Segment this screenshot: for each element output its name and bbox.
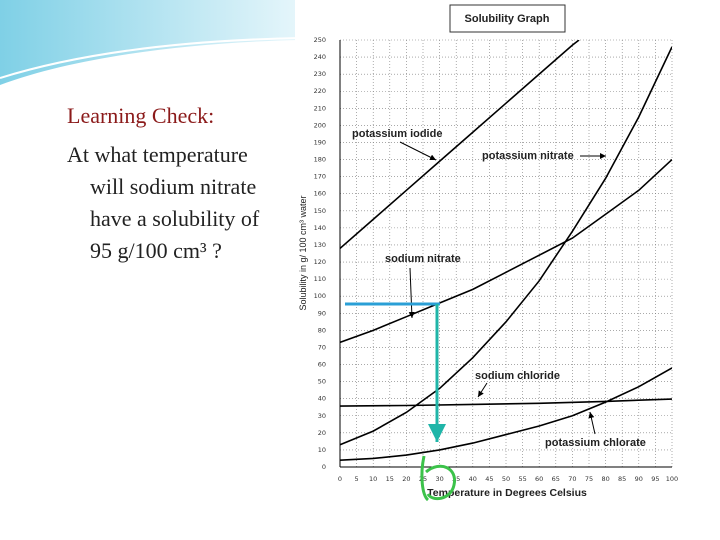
y-tick-label: 20 [318, 429, 326, 437]
curve-label: sodium nitrate [385, 253, 461, 265]
x-tick-label: 35 [452, 475, 460, 483]
x-tick-label: 60 [535, 475, 543, 483]
curve [340, 398, 672, 407]
question-line: 95 g/100 cm³ ? [90, 238, 222, 263]
curve-label: potassium iodide [352, 128, 442, 140]
question-line: will sodium nitrate [90, 174, 256, 199]
chart-title: Solubility Graph [465, 13, 550, 25]
y-tick-label: 200 [314, 121, 326, 129]
x-tick-label: 45 [485, 475, 493, 483]
x-tick-label: 95 [651, 475, 659, 483]
y-tick-label: 130 [314, 241, 326, 249]
curve [340, 367, 672, 461]
y-axis-label: Solubility in g/ 100 cm³ water [298, 195, 308, 310]
y-tick-label: 60 [318, 361, 326, 369]
y-tick-label: 80 [318, 326, 326, 334]
curve-label: potassium chlorate [545, 437, 646, 449]
y-tick-label: 50 [318, 378, 326, 386]
title-box [449, 4, 566, 33]
y-tick-label: 190 [314, 138, 326, 146]
swoosh-line [0, 37, 301, 79]
y-tick-label: 0 [322, 463, 326, 471]
y-tick-label: 210 [314, 104, 326, 112]
curves [340, 40, 672, 461]
annotations: potassium iodide potassium nitrate sodium … [352, 128, 646, 449]
x-tick-label: 75 [585, 475, 593, 483]
y-tick-label: 180 [314, 156, 326, 164]
question-line: have a solubility of [90, 206, 260, 231]
y-tick-label: 170 [314, 173, 326, 181]
curve [340, 46, 672, 446]
curve [340, 40, 580, 249]
curve-label: potassium nitrate [482, 150, 574, 162]
question-line: At what temperature [67, 142, 248, 167]
label-arrow [399, 141, 437, 161]
x-tick-label: 30 [435, 475, 443, 483]
x-tick-label: 85 [618, 475, 626, 483]
y-tick-label: 30 [318, 412, 326, 420]
x-tick-label: 100 [666, 475, 678, 483]
curve-label: sodium chloride [475, 370, 560, 382]
heading: Learning Check: [67, 103, 214, 128]
y-tick-label: 150 [314, 207, 326, 215]
grid: 0102030405060708090100110120130140150160… [314, 36, 679, 483]
x-tick-label: 5 [355, 475, 359, 483]
label-arrow [588, 411, 596, 435]
x-tick-label: 15 [386, 475, 394, 483]
y-tick-label: 70 [318, 343, 326, 351]
x-tick-label: 55 [518, 475, 526, 483]
x-tick-label: 20 [402, 475, 410, 483]
y-tick-label: 110 [314, 275, 326, 283]
x-tick-label: 70 [568, 475, 576, 483]
y-tick-label: 120 [314, 258, 326, 266]
y-tick-label: 230 [314, 70, 326, 78]
y-tick-label: 90 [318, 309, 326, 317]
swoosh [0, 0, 300, 85]
y-tick-label: 140 [314, 224, 326, 232]
y-tick-label: 160 [314, 190, 326, 198]
label-arrow [477, 382, 488, 398]
x-tick-label: 90 [635, 475, 643, 483]
y-tick-label: 250 [314, 36, 326, 44]
y-tick-label: 220 [314, 87, 326, 95]
handwritten-mark [420, 455, 457, 502]
y-tick-label: 40 [318, 395, 326, 403]
label-arrow [408, 267, 415, 319]
y-tick-label: 240 [314, 53, 326, 61]
x-tick-label: 80 [601, 475, 609, 483]
y-tick-label: 100 [314, 292, 326, 300]
curve [340, 158, 672, 344]
x-tick-label: 10 [369, 475, 377, 483]
x-tick-label: 65 [552, 475, 560, 483]
x-tick-label: 0 [338, 475, 342, 483]
y-tick-label: 10 [318, 446, 326, 454]
x-tick-label: 40 [469, 475, 477, 483]
x-tick-label: 50 [502, 475, 510, 483]
x-axis-label: Temperature in Degrees Celsius [427, 487, 587, 499]
